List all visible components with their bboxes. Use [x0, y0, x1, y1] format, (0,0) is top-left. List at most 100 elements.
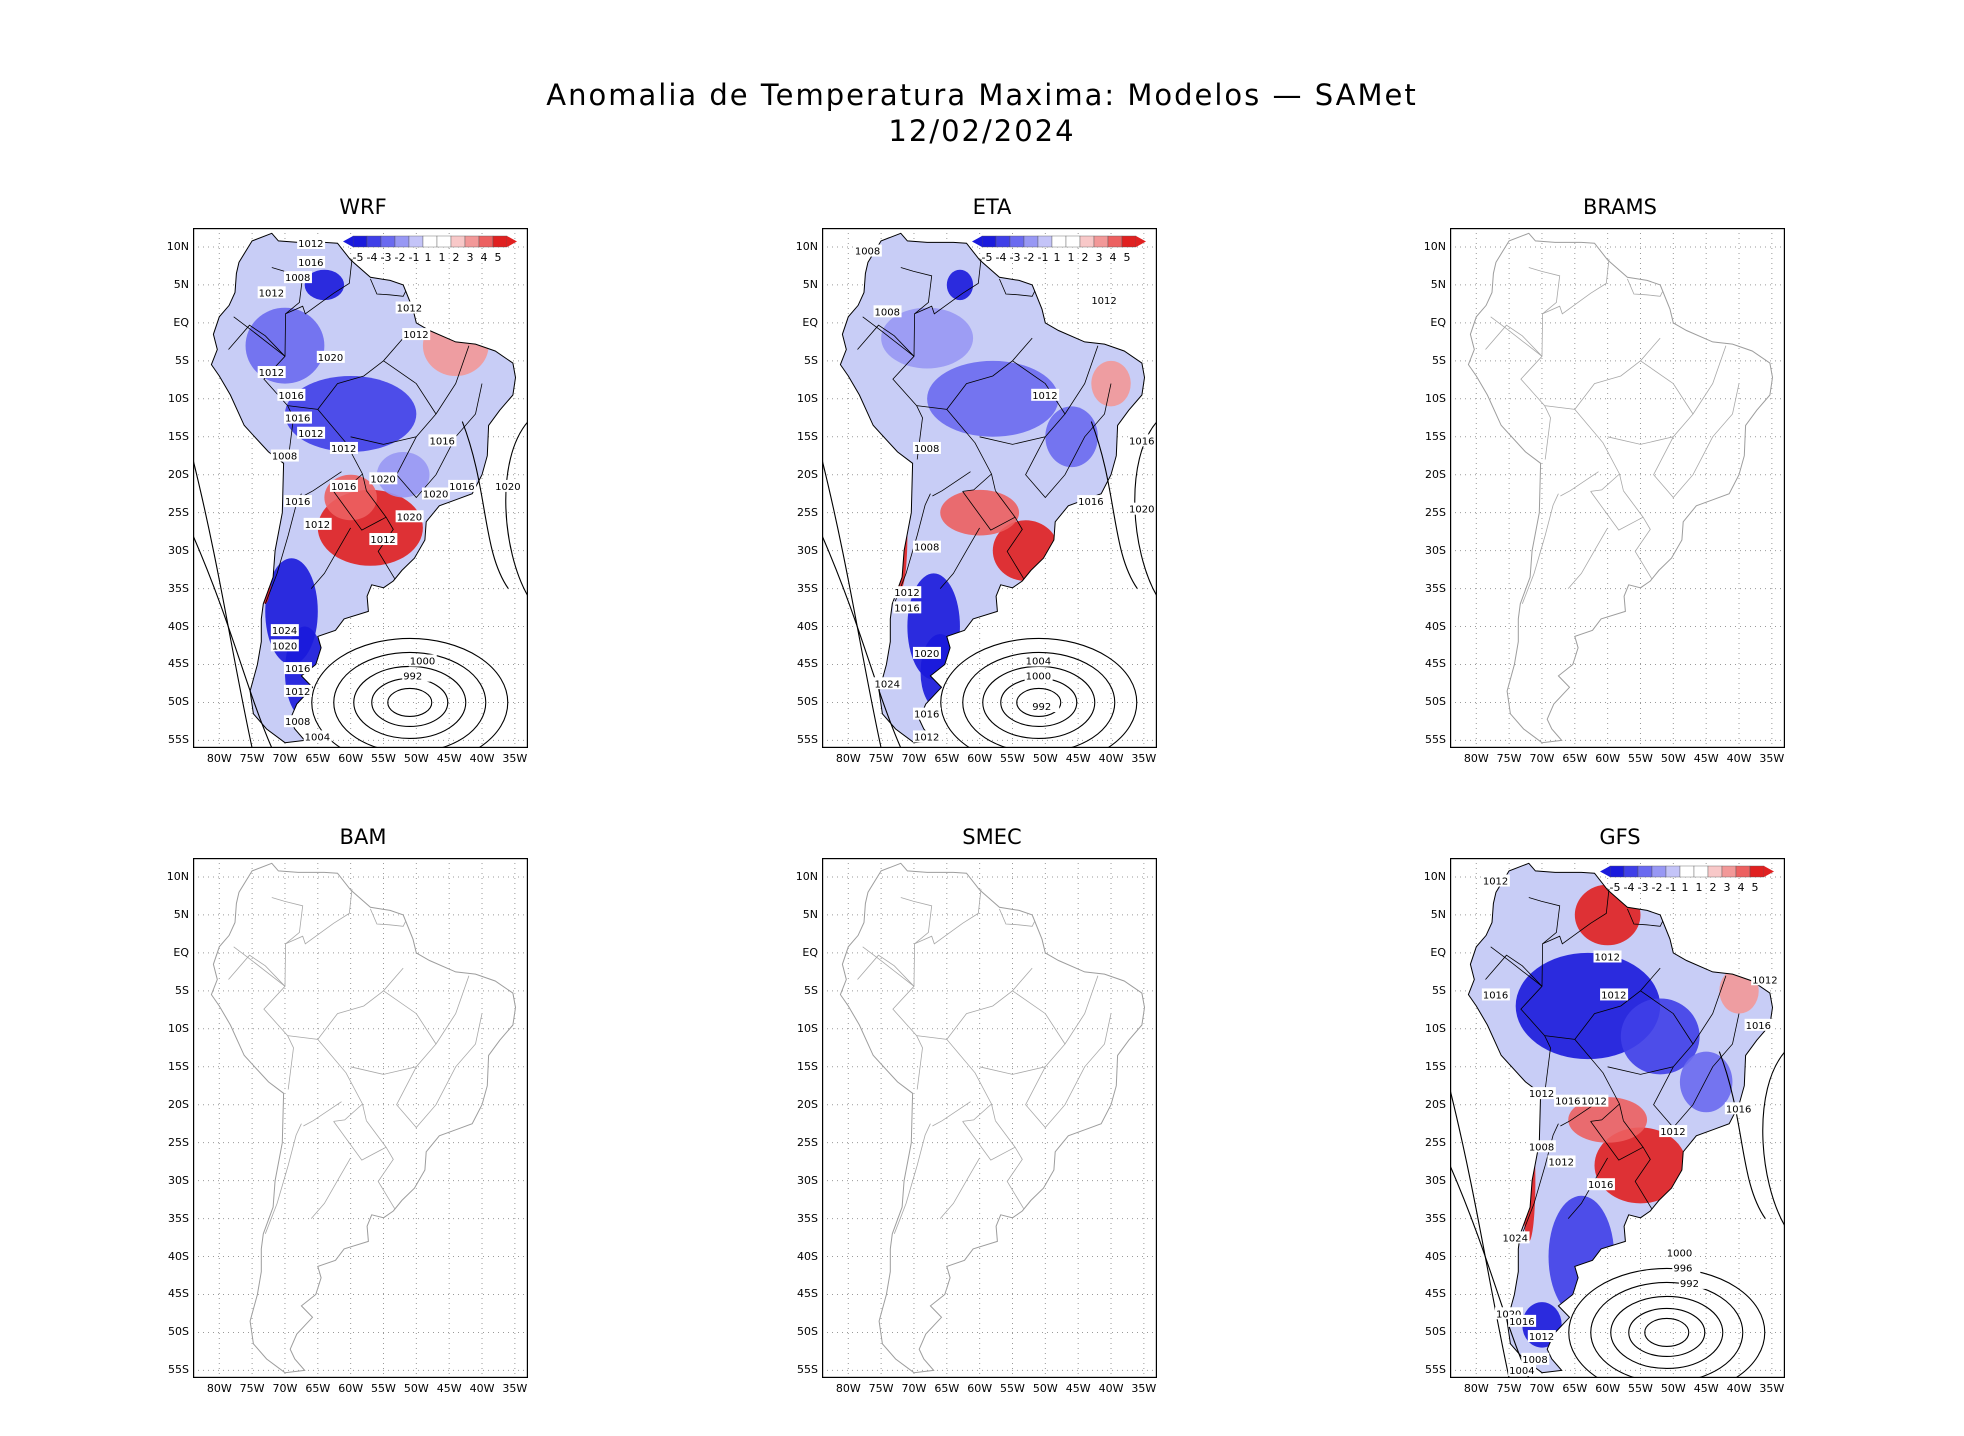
lat-tick-label: 40S — [168, 619, 189, 633]
lon-tick-label: 35W — [1759, 1382, 1785, 1395]
lat-tick-label: 35S — [1425, 1211, 1446, 1225]
lat-tick-label: 25S — [1425, 1135, 1446, 1149]
isobar-label: 1000 — [1667, 1249, 1692, 1260]
lat-tick-label: 20S — [797, 1097, 818, 1111]
lat-tick-label: 50S — [797, 1325, 818, 1339]
isobar-label: 1016 — [285, 664, 310, 675]
lon-tick-label: 35W — [502, 1382, 528, 1395]
colorbar-swatch — [1651, 865, 1667, 878]
colorbar-label: 3 — [467, 251, 474, 264]
lat-tick-label: EQ — [1430, 315, 1446, 329]
continent-outline-smec — [839, 862, 1146, 1374]
lon-tick-label: 45W — [436, 752, 462, 765]
isobar-label: 1020 — [318, 353, 343, 364]
lon-tick-label: 65W — [934, 752, 960, 765]
isobar-label: 1012 — [331, 444, 356, 455]
colorbar-swatch — [380, 235, 396, 248]
panel-title-gfs: GFS — [1599, 825, 1641, 849]
colorbar-swatch — [1009, 235, 1025, 248]
lon-tick-label: 40W — [1726, 1382, 1752, 1395]
lon-tick-label: 35W — [502, 752, 528, 765]
lat-tick-label: 20S — [168, 1097, 189, 1111]
isobar-label: 1016 — [1588, 1180, 1613, 1191]
colorbar-wrf: -5 -4 -3 -2 -1 1 1 2 3 4 5 — [343, 235, 517, 264]
lat-tick-label: 10S — [1425, 1021, 1446, 1035]
lat-tick-label: 5N — [1430, 277, 1446, 291]
colorbar-swatch — [450, 235, 466, 248]
lon-tick-label: 55W — [371, 1382, 396, 1395]
map-panel-bam — [193, 858, 528, 1378]
lon-tick-label: 75W — [239, 1382, 265, 1395]
lon-tick-label: 45W — [1693, 1382, 1719, 1395]
colorbar-label: 2 — [1710, 881, 1717, 894]
isobar-label: 1012 — [285, 687, 310, 698]
lon-tick-label: 65W — [305, 752, 331, 765]
colorbar-label: 2 — [453, 251, 460, 264]
isobar-label: 1020 — [1129, 505, 1154, 516]
isobar-label: 1012 — [298, 239, 323, 250]
colorbar-swatch — [1735, 865, 1751, 878]
colorbar-label: 4 — [1738, 881, 1745, 894]
colorbar-label: -2 — [1652, 881, 1663, 894]
plot-frame-eta — [822, 228, 1157, 748]
colorbar-label: -1 — [1038, 251, 1049, 264]
lat-tick-label: 55S — [168, 733, 189, 747]
lon-tick-label: 80W — [1463, 1382, 1489, 1395]
lat-tick-label: 20S — [1425, 467, 1446, 481]
lon-tick-label: 80W — [206, 1382, 232, 1395]
isobar-label: 1008 — [914, 444, 939, 455]
isobar-label: 1016 — [298, 258, 323, 269]
isobar-label: 1008 — [285, 273, 310, 284]
isobar-label: 992 — [1032, 702, 1051, 713]
colorbar-swatch — [352, 235, 368, 248]
lon-tick-label: 65W — [1562, 752, 1588, 765]
isobar-label: 1016 — [1509, 1317, 1534, 1328]
lat-tick-label: 15S — [168, 1059, 189, 1073]
lon-tick-label: 80W — [206, 752, 232, 765]
lat-tick-label: EQ — [1430, 945, 1446, 959]
isobar-label: 1012 — [1483, 877, 1508, 888]
map-panel-eta: -5 -4 -3 -2 -1 1 1 2 3 4 5100810081012101210161008… — [822, 228, 1157, 748]
isobar-label: 1012 — [1549, 1157, 1574, 1168]
lon-tick-label: 45W — [1065, 1382, 1091, 1395]
lon-tick-label: 60W — [338, 1382, 364, 1395]
lat-tick-label: 35S — [168, 581, 189, 595]
lat-tick-label: 15S — [1425, 429, 1446, 443]
lat-tick-label: 5N — [173, 277, 189, 291]
lat-tick-label: 5S — [1432, 983, 1446, 997]
lat-tick-label: 50S — [1425, 1325, 1446, 1339]
lat-tick-label: 5N — [802, 907, 818, 921]
lat-tick-label: 5S — [1432, 353, 1446, 367]
isobar-label: 996 — [1673, 1264, 1692, 1275]
lon-tick-label: 80W — [1463, 752, 1489, 765]
isobar-label: 1004 — [1509, 1366, 1534, 1377]
gridlines-bam — [193, 858, 528, 1378]
lon-tick-label: 70W — [901, 1382, 927, 1395]
lat-tick-label: 55S — [1425, 733, 1446, 747]
colorbar-swatch — [1693, 865, 1709, 878]
lat-tick-label: 25S — [797, 505, 818, 519]
colorbar-label: -1 — [409, 251, 420, 264]
colorbar-label: 1 — [1696, 881, 1703, 894]
isobar-label: 1008 — [1529, 1142, 1554, 1153]
lat-tick-label: 55S — [1425, 1363, 1446, 1377]
lon-tick-label: 60W — [1595, 752, 1621, 765]
isobar-label: 1016 — [1129, 436, 1154, 447]
lat-tick-label: 45S — [797, 657, 818, 671]
isobar-label: 1020 — [914, 649, 939, 660]
lon-tick-label: 75W — [239, 752, 265, 765]
lon-tick-label: 40W — [469, 752, 495, 765]
isobar-label: 1012 — [397, 304, 422, 315]
colorbar-swatch — [394, 235, 410, 248]
gridlines-brams — [1450, 228, 1785, 748]
lat-tick-label: 25S — [168, 1135, 189, 1149]
lat-tick-label: 30S — [168, 1173, 189, 1187]
lat-tick-label: 15S — [797, 1059, 818, 1073]
lat-tick-label: 5S — [175, 353, 189, 367]
isobar-label: 1020 — [495, 482, 520, 493]
lon-tick-label: 45W — [436, 1382, 462, 1395]
lat-tick-label: 30S — [1425, 543, 1446, 557]
isobar-label: 1012 — [1529, 1332, 1554, 1343]
plot-frame-gfs — [1450, 858, 1785, 1378]
